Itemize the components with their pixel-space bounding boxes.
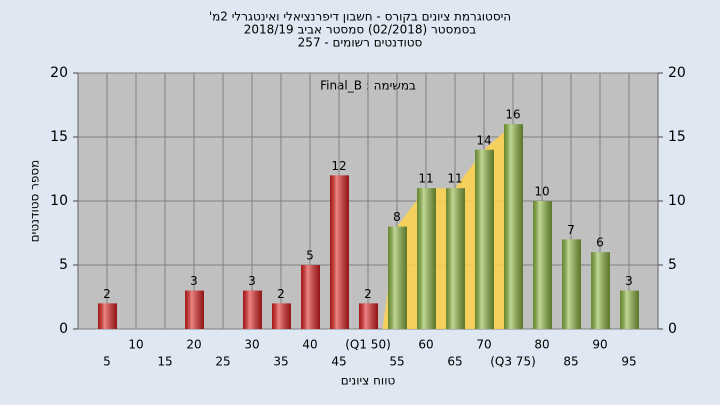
y-tick-label: 20 [50,65,68,81]
value-label: 3 [190,274,198,288]
x-tick-label: 10 [128,338,143,352]
x-tick-label: 30 [244,338,259,352]
value-label: 5 [306,249,314,263]
chart-title: היסטוגרמת ציונים בקורס - חשבון דיפרנציאל… [209,10,511,24]
x-tick-label: 35 [273,355,288,369]
x-tick-label: 55 [389,355,404,369]
x-tick-label: 25 [215,355,230,369]
y-tick-label: 10 [50,193,68,209]
y-tick-label: 15 [50,129,68,145]
bar-shade [301,265,320,329]
bar-shade [533,201,552,329]
bar-shade [359,303,378,329]
x-tick-label: 95 [621,355,636,369]
bar-shade [475,149,494,329]
bar-shade [98,303,117,329]
bar-shade [562,239,581,329]
y2-tick-label: 10 [668,193,686,209]
value-label: 2 [364,287,372,301]
bar-shade [185,290,204,329]
x-tick-label: 45 [331,355,346,369]
x-tick-label: 15 [157,355,172,369]
chart-subtitle: בסמסטר (02/2018) סמסטר אביב 2018/19 [244,23,476,37]
bar-shade [272,303,291,329]
bar-shade [330,175,349,329]
bar-shade [446,188,465,329]
x-tick-label: 65 [447,355,462,369]
value-label: 11 [418,172,433,186]
bar-shade [417,188,436,329]
x-tick-label: 85 [563,355,578,369]
x-tick-label: 70 [476,338,491,352]
value-label: 12 [331,159,346,173]
y2-tick-label: 5 [668,257,677,273]
value-label: 8 [393,210,401,224]
y2-tick-label: 15 [668,129,686,145]
value-label: 7 [567,223,575,237]
bar-shade [243,290,262,329]
value-label: 3 [248,274,256,288]
y2-tick-label: 0 [668,321,677,337]
bar-shade [620,290,639,329]
value-label: 2 [277,287,285,301]
chart-subtitle: סטודנטים רשומים - 257 [298,36,423,50]
y-tick-label: 5 [59,257,68,273]
x-tick-label: 60 [418,338,433,352]
x-tick-label: 40 [302,338,317,352]
x-axis-label: טווח ציונים [341,374,396,388]
value-label: 16 [505,108,520,122]
x-tick-label: 80 [534,338,549,352]
x-tick-label: 20 [186,338,201,352]
value-label: 2 [103,287,111,301]
y-axis-label: מספר סטודנטים [28,160,42,243]
x-tick-label: (Q3 75) [490,355,536,369]
value-label: 6 [596,236,604,250]
bar-shade [504,124,523,329]
value-label: 14 [476,133,491,147]
bar-shade [591,252,610,329]
y-tick-label: 0 [59,321,68,337]
x-tick-label: 5 [103,355,111,369]
y2-tick-label: 20 [668,65,686,81]
x-tick-label: (Q1 50) [345,338,391,352]
bar-shade [388,226,407,329]
value-label: 11 [447,172,462,186]
value-label: 10 [534,185,549,199]
x-tick-label: 90 [592,338,607,352]
value-label: 3 [625,274,633,288]
